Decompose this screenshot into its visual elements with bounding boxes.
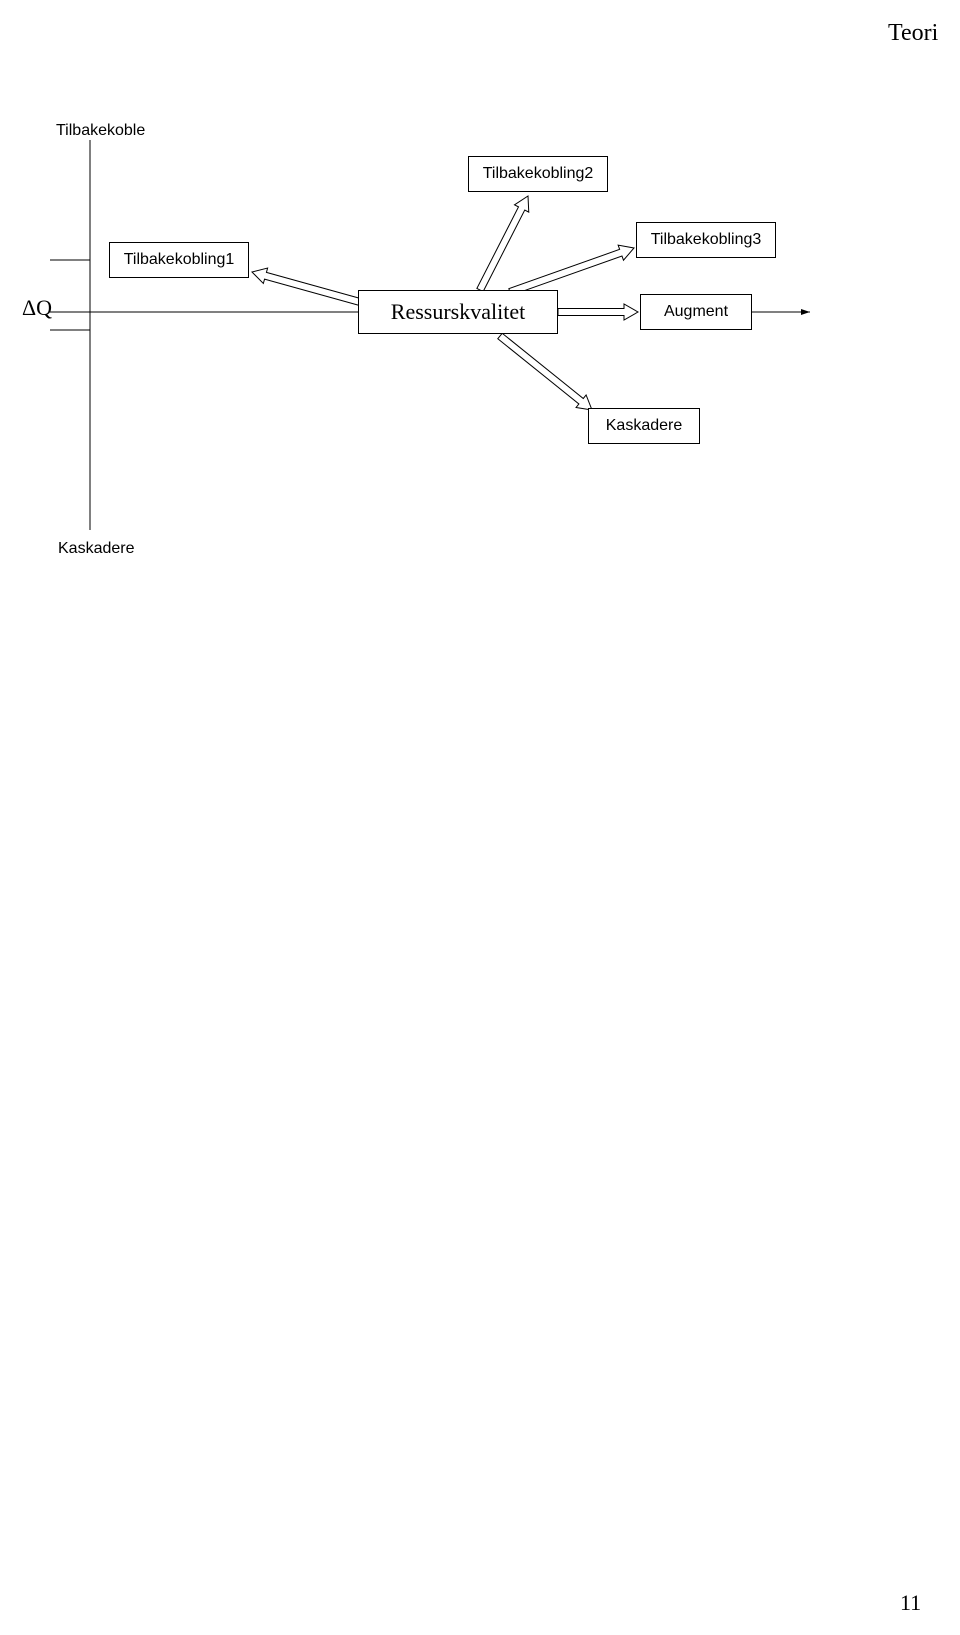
- node-tilbakekobling3: Tilbakekobling3: [636, 222, 776, 258]
- diagram-container: Tilbakekobling1 Tilbakekobling2 Tilbakekob…: [0, 0, 960, 700]
- node-tilbakekobling1: Tilbakekobling1: [109, 242, 249, 278]
- label-delta_q: ΔQ: [22, 295, 52, 321]
- node-augment: Augment: [640, 294, 752, 330]
- node-tilbakekobling2: Tilbakekobling2: [468, 156, 608, 192]
- header-label: Teori: [888, 20, 938, 47]
- label-tilbakekoble_top: Tilbakekoble: [56, 122, 145, 140]
- label-kaskadere_bottom: Kaskadere: [58, 540, 135, 558]
- node-kaskadere_box: Kaskadere: [588, 408, 700, 444]
- page-number: 11: [900, 1590, 921, 1616]
- diagram-svg: [0, 0, 960, 700]
- node-ressurskvalitet: Ressurskvalitet: [358, 290, 558, 334]
